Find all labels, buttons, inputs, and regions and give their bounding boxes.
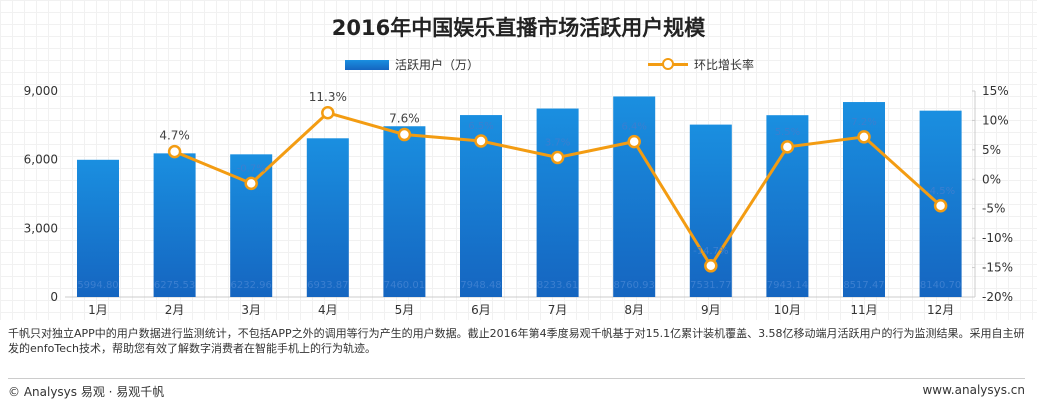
growth-label: 5.5% [775, 127, 800, 138]
left-tick-label: 3,000 [24, 221, 58, 235]
right-tick-label: 0% [982, 172, 1001, 186]
growth-label: 3.7% [545, 138, 570, 149]
bar-value-label: 6232.96 [231, 280, 272, 291]
growth-label: -4.5% [926, 186, 955, 197]
bar-value-label: 7948.48 [460, 280, 501, 291]
bar [536, 108, 579, 298]
right-tick-label: -15% [982, 261, 1013, 275]
bar-value-label: 8760.93 [614, 280, 655, 291]
growth-point [704, 259, 718, 273]
left-tick-label: 0 [50, 290, 58, 304]
bar-value-label: 6275.53 [154, 280, 195, 291]
x-tick-label: 5月 [395, 303, 415, 317]
bar-value-label: 7531.77 [690, 280, 731, 291]
footnote: 千帆只对独立APP中的用户数据进行监测统计，不包括APP之外的调用等行为产生的用… [8, 327, 1025, 355]
x-tick-label: 8月 [624, 303, 644, 317]
x-tick-label: 7月 [548, 303, 568, 317]
x-tick-label: 1月 [88, 303, 108, 317]
bar-value-label: 7460.01 [384, 280, 425, 291]
growth-point [397, 127, 412, 142]
growth-label: -14.7% [693, 246, 728, 257]
growth-label: 4.7% [159, 129, 190, 143]
growth-point [167, 144, 182, 159]
legend-line-label: 环比增长率 [694, 58, 755, 72]
right-tick-label: -20% [982, 290, 1013, 304]
growth-label: 6.5% [468, 121, 493, 132]
growth-point [321, 106, 335, 120]
legend-bar-label: 活跃用户（万） [395, 58, 480, 72]
bar [613, 96, 656, 297]
footer: © Analysys 易观 · 易观千帆 www.analysys.cn [8, 378, 1025, 400]
x-tick-label: 3月 [241, 303, 261, 317]
bar-value-label: 8517.47 [843, 280, 884, 291]
legend-bar-swatch [345, 59, 389, 70]
growth-point [550, 150, 565, 165]
left-tick-label: 9,000 [24, 84, 58, 98]
growth-label: 7.2% [851, 117, 876, 128]
x-tick-label: 6月 [471, 303, 491, 317]
right-tick-label: -5% [982, 202, 1005, 216]
legend-line-swatch [648, 58, 688, 70]
legend-line: 环比增长率 [648, 56, 754, 73]
growth-point [857, 130, 871, 144]
legend-bar: 活跃用户（万） [345, 56, 479, 73]
growth-point [627, 134, 641, 149]
bar [77, 159, 119, 297]
bar [153, 153, 196, 297]
x-tick-label: 4月 [318, 303, 338, 317]
bar [306, 138, 349, 297]
x-tick-label: 11月 [850, 303, 877, 317]
x-tick-label: 12月 [927, 303, 954, 317]
growth-label: 11.3% [309, 90, 347, 104]
left-tick-label: 6,000 [24, 153, 58, 167]
growth-point [780, 140, 795, 154]
bar-value-label: 7943.14 [767, 280, 808, 291]
right-tick-label: -10% [982, 231, 1013, 245]
chart-title: 2016年中国娱乐直播市场活跃用户规模 [331, 16, 706, 40]
right-tick-label: 5% [982, 143, 1001, 157]
x-tick-label: 10月 [774, 303, 801, 317]
growth-label: 7.6% [389, 112, 420, 126]
growth-label: 6.4% [621, 122, 646, 133]
bar-value-label: 8140.70 [920, 280, 961, 291]
footer-brand: © Analysys 易观 · 易观千帆 [8, 385, 165, 399]
bar [383, 126, 426, 297]
growth-point [244, 176, 258, 191]
growth-label: -0.7% [237, 163, 266, 174]
footer-url[interactable]: www.analysys.cn [922, 383, 1025, 397]
bar-value-label: 6933.87 [307, 280, 348, 291]
bar-value-label: 8233.61 [537, 280, 578, 291]
growth-point [933, 199, 948, 213]
x-tick-label: 9月 [701, 303, 721, 317]
right-tick-label: 10% [982, 113, 1009, 127]
right-tick-label: 15% [982, 84, 1009, 98]
x-tick-label: 2月 [165, 303, 185, 317]
growth-point [474, 134, 488, 148]
chart-plot: 0 3,000 6,000 9,000 15% 10% 5% 0% -5% -10% -15% -20… [24, 84, 1013, 317]
bar-value-label: 5994.80 [77, 280, 118, 291]
